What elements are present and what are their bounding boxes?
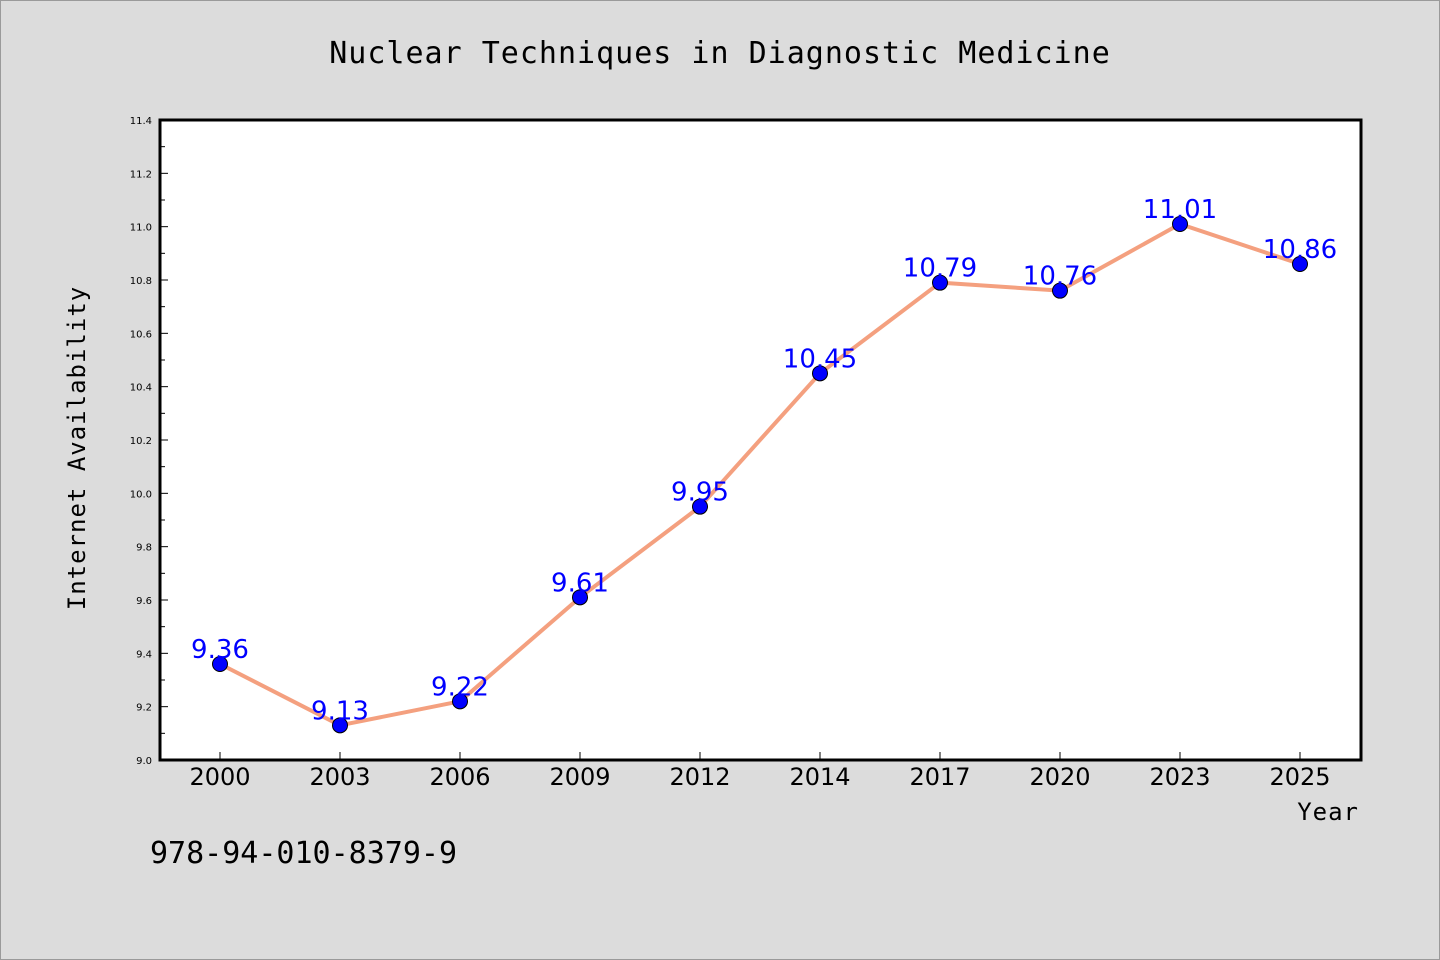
y-tick-label: 11.4 — [130, 116, 152, 127]
data-point — [1172, 216, 1188, 232]
chart-title: Nuclear Techniques in Diagnostic Medicin… — [329, 36, 1111, 71]
data-point — [212, 656, 228, 672]
data-point — [1292, 256, 1308, 272]
x-tick-label: 2006 — [429, 763, 490, 791]
data-label: 10.76 — [1023, 262, 1097, 292]
x-tick-label: 2000 — [189, 763, 250, 791]
data-label: 9.95 — [671, 478, 729, 508]
x-tick-label: 2025 — [1269, 763, 1330, 791]
y-tick-label: 9.4 — [136, 649, 152, 660]
data-point — [692, 498, 708, 515]
y-tick-label: 10.8 — [130, 276, 152, 287]
data-label: 10.79 — [903, 254, 977, 284]
x-tick-label: 2023 — [1149, 763, 1210, 791]
data-label: 9.61 — [551, 568, 609, 598]
y-tick-label: 11.2 — [130, 169, 152, 180]
x-tick-label: 2012 — [669, 763, 730, 791]
data-point — [1052, 282, 1068, 299]
y-tick-label: 9.2 — [136, 703, 152, 714]
y-tick-label: 9.0 — [136, 756, 152, 767]
data-point — [332, 717, 348, 734]
y-tick-label: 10.4 — [130, 383, 152, 394]
data-label: 10.45 — [783, 344, 857, 374]
isbn-text: 978-94-010-8379-9 — [150, 836, 457, 871]
x-axis-label: Year — [1297, 798, 1359, 826]
series-line — [218, 222, 1302, 728]
data-label: 9.36 — [191, 635, 249, 665]
y-tick-label: 10.0 — [130, 489, 152, 500]
x-tick-label: 2009 — [549, 763, 610, 791]
data-label: 9.22 — [431, 672, 489, 702]
y-tick-label: 9.6 — [136, 596, 152, 607]
y-axis-label: Internet Availability — [63, 286, 91, 610]
data-label: 11.01 — [1143, 195, 1217, 225]
data-labels: 9.36 9.13 9.22 9.61 9.95 10.45 10.79 10.76 11.01… — [191, 195, 1337, 726]
y-tick-label: 10.2 — [130, 436, 152, 447]
x-axis-ticks: 2000 2003 2006 2009 2012 2014 2017 2020 2023 2025 — [189, 752, 1331, 791]
x-tick-label: 2020 — [1029, 763, 1090, 791]
data-label: 9.13 — [311, 696, 369, 726]
x-tick-label: 2014 — [789, 763, 850, 791]
x-tick-label: 2017 — [909, 763, 970, 791]
data-point — [932, 274, 948, 291]
data-point — [572, 589, 588, 606]
plot-frame — [158, 118, 1363, 762]
series-markers — [212, 216, 1308, 734]
data-label: 10.86 — [1263, 235, 1337, 265]
data-point — [812, 365, 828, 382]
data-point — [452, 693, 468, 710]
y-tick-label: 10.6 — [130, 329, 152, 340]
y-tick-label: 11.0 — [130, 223, 152, 234]
y-tick-label: 9.8 — [136, 543, 152, 554]
x-tick-label: 2003 — [309, 763, 370, 791]
